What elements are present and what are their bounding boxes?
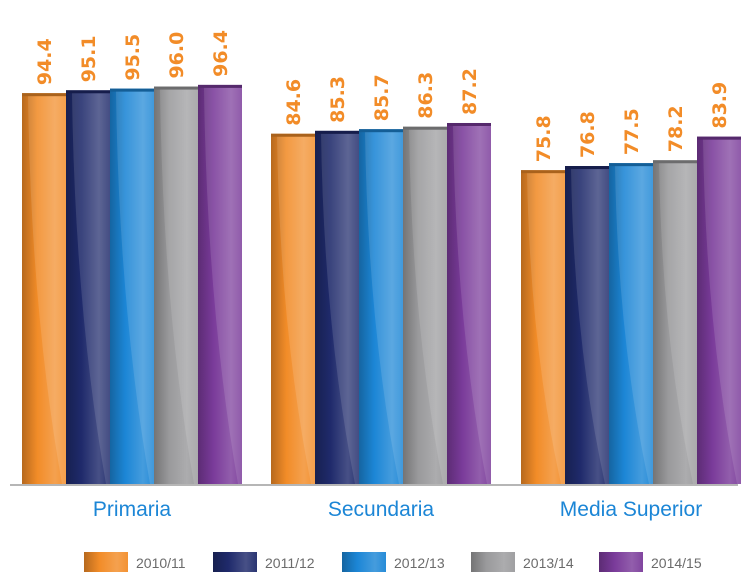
bar-top-edge [653,160,697,164]
x-tick-label: Primaria [93,498,171,521]
bar-highlight [703,138,741,485]
bar-highlight [571,168,609,484]
bar-top-edge [697,136,741,140]
legend-label: 2011/12 [265,555,315,571]
legend-swatch [84,552,128,572]
bar-secundaria-2011-12 [315,130,359,484]
bar-highlight [453,124,491,484]
bar-primaria-2010-11 [22,93,66,485]
value-label: 77.5 [621,108,643,155]
bar-top-edge [609,163,653,167]
bar-highlight [365,131,403,484]
bar-highlight [527,172,565,485]
value-label: 83.9 [709,82,731,129]
value-label: 95.5 [122,34,144,81]
bar-top-edge [110,88,154,92]
bar-media-superior-2010-11 [521,170,565,485]
legend-label: 2012/13 [394,555,445,571]
bar-top-edge [565,166,609,170]
bar-top-edge [66,90,110,94]
value-label: 96.0 [166,32,188,79]
value-label: 75.8 [533,115,555,162]
bar-highlight [409,128,447,484]
value-label: 86.3 [415,72,437,119]
bar-top-edge [271,133,315,137]
bar-media-superior-2011-12 [565,166,609,484]
value-label: 87.2 [459,68,481,115]
value-label: 78.2 [665,105,687,152]
legend-swatch [599,552,643,572]
bar-top-edge [447,122,491,126]
bar-secundaria-2013-14 [403,126,447,484]
bar-top-edge [154,86,198,90]
bar-media-superior-2012-13 [609,163,653,484]
legend-swatch [342,552,386,572]
bar-highlight [277,135,315,485]
bar-highlight [659,162,697,484]
bar-highlight [28,95,66,485]
value-label: 76.8 [577,111,599,158]
bar-highlight [116,90,154,484]
bar-top-edge [403,126,447,130]
value-label: 94.4 [34,38,56,85]
legend-swatch [471,552,515,572]
bar-highlight [321,132,359,484]
bar-top-edge [198,84,242,88]
bar-highlight [72,92,110,484]
bar-top-edge [359,129,403,133]
bar-media-superior-2014-15 [697,136,741,485]
legend-label: 2013/14 [523,555,574,571]
bar-media-superior-2013-14 [653,160,697,484]
legend-label: 2010/11 [136,555,186,571]
bar-highlight [615,165,653,484]
bar-secundaria-2014-15 [447,122,491,484]
value-label: 96.4 [210,30,232,77]
value-label: 85.3 [327,76,349,123]
bar-top-edge [315,130,359,134]
bar-highlight [204,86,242,485]
legend-label: 2014/15 [651,555,702,571]
bar-highlight [160,88,198,484]
bar-top-edge [521,170,565,174]
legend-swatch [213,552,257,572]
bar-primaria-2012-13 [110,88,154,484]
value-label: 95.1 [78,35,100,82]
bar-primaria-2011-12 [66,90,110,484]
bar-secundaria-2010-11 [271,133,315,485]
bar-secundaria-2012-13 [359,129,403,484]
value-label: 84.6 [283,79,305,126]
x-tick-label: Secundaria [328,498,435,521]
value-label: 85.7 [371,74,393,121]
bar-top-edge [22,93,66,97]
bar-primaria-2013-14 [154,86,198,484]
x-tick-label: Media Superior [560,498,702,521]
bar-primaria-2014-15 [198,84,242,485]
